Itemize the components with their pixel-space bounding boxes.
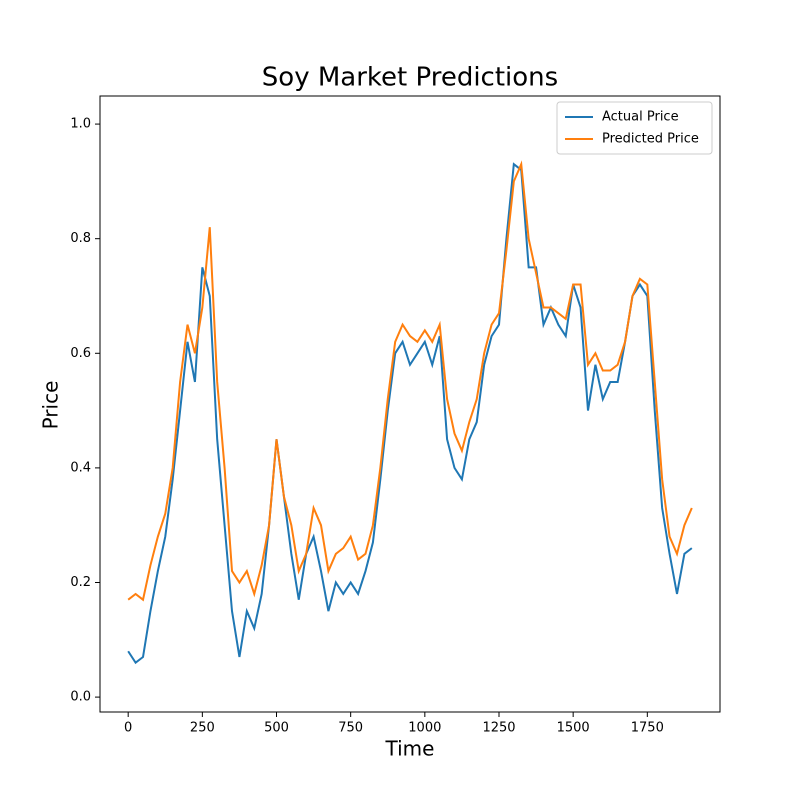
y-tick-label: 0.4 xyxy=(70,460,91,475)
legend-label: Actual Price xyxy=(602,110,679,125)
x-tick-label: 1500 xyxy=(557,721,590,736)
line-series xyxy=(127,160,693,602)
x-tick-label: 0 xyxy=(124,721,132,736)
x-tick-label: 1750 xyxy=(631,721,664,736)
y-tick-label: 0.2 xyxy=(70,575,91,590)
y-axis-label: Price xyxy=(39,381,63,430)
x-tick-label: 500 xyxy=(264,721,289,736)
x-tick-label: 750 xyxy=(338,721,363,736)
y-tick-label: 0.8 xyxy=(70,231,91,246)
plot-frame xyxy=(99,95,721,713)
x-tick-label: 1000 xyxy=(408,721,441,736)
chart-title: Soy Market Predictions xyxy=(262,63,558,93)
x-tick-label: 250 xyxy=(190,721,215,736)
legend: Actual Price Predicted Price xyxy=(556,101,713,155)
x-axis-label: Time xyxy=(385,737,435,761)
y-tick-label: 1.0 xyxy=(70,117,91,132)
y-tick-label: 0.6 xyxy=(70,346,91,361)
line-series xyxy=(127,162,693,665)
legend-label: Predicted Price xyxy=(602,132,699,147)
x-tick-label: 1250 xyxy=(482,721,515,736)
y-tick-label: 0.0 xyxy=(70,690,91,705)
legend-box xyxy=(556,101,713,155)
